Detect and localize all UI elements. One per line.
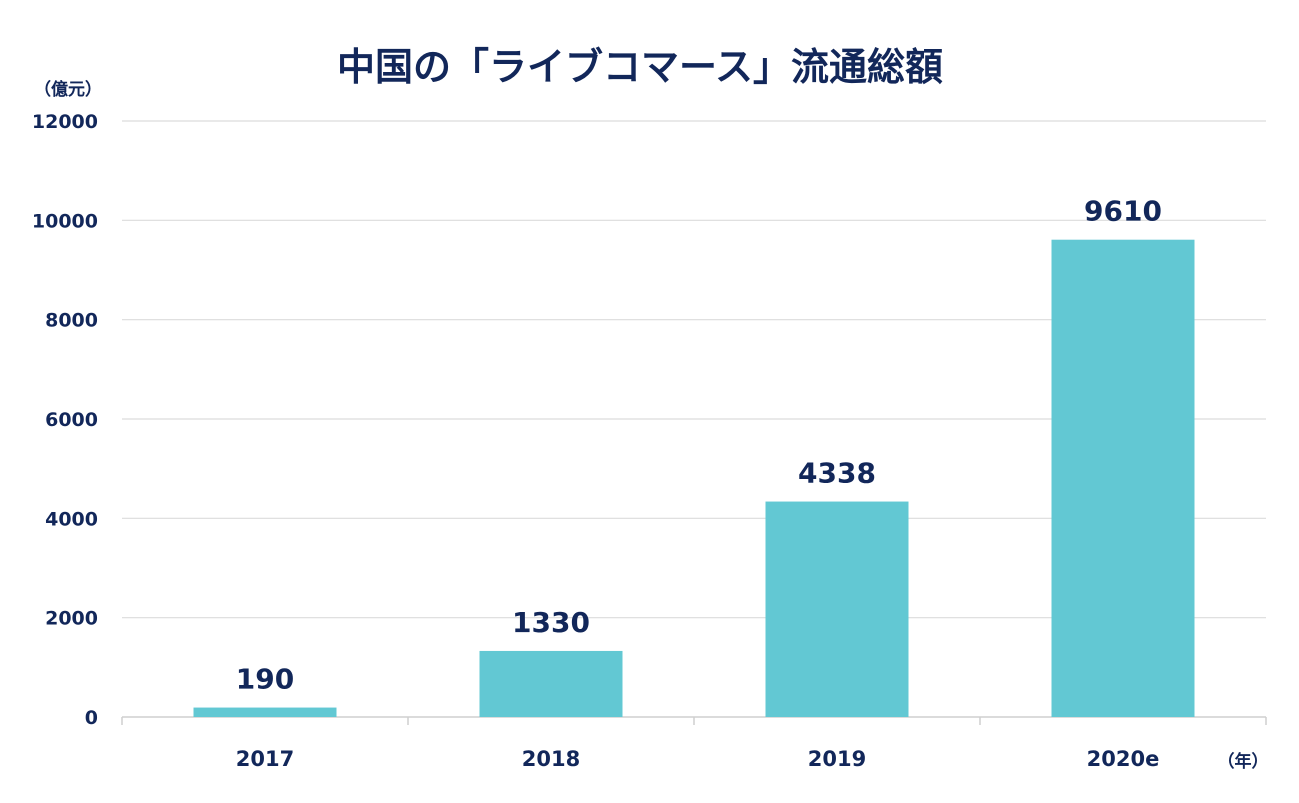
bar-2018 — [479, 650, 623, 717]
bar-2020e — [1051, 239, 1195, 717]
data-label-2019: 4338 — [798, 457, 876, 490]
data-label-2018: 1330 — [512, 606, 590, 639]
data-label-2017: 190 — [236, 663, 294, 696]
bars — [193, 239, 1195, 717]
x-category-label: 2020e — [1087, 747, 1160, 771]
y-tick-label: 0 — [85, 707, 98, 729]
data-labels: 190 1330 4338 9610 — [236, 195, 1162, 696]
chart-title: 中国の「ライブコマース」流通総額 — [337, 45, 943, 89]
y-tick-label: 2000 — [45, 608, 98, 630]
data-label-2020e: 9610 — [1084, 195, 1162, 228]
x-axis-categories: 2017 2018 2019 2020e — [121, 717, 1267, 771]
y-axis-unit-label: （億元） — [34, 79, 102, 100]
bar-2019 — [765, 501, 909, 717]
x-category-label: 2017 — [236, 747, 294, 771]
x-category-label: 2018 — [522, 747, 580, 771]
x-category-label: 2019 — [808, 747, 866, 771]
bar-2017 — [193, 707, 337, 717]
x-axis-unit-label: （年） — [1218, 751, 1269, 772]
y-tick-label: 4000 — [45, 508, 98, 530]
y-tick-label: 10000 — [32, 210, 98, 232]
y-tick-label: 8000 — [45, 310, 98, 332]
y-tick-label: 12000 — [32, 111, 98, 133]
y-axis-ticks: 0 2000 4000 6000 8000 10000 12000 — [32, 111, 98, 729]
y-tick-label: 6000 — [45, 409, 98, 431]
